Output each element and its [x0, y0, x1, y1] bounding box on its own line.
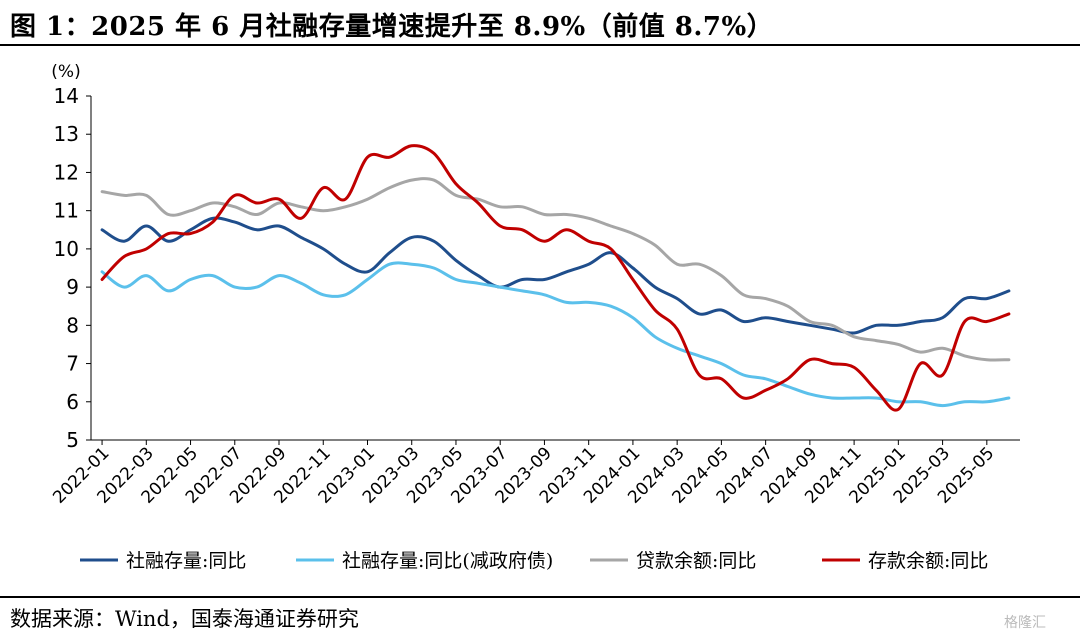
figure-title: 图 1：2025 年 6 月社融存量增速提升至 8.9%（前值 8.7%） [10, 12, 774, 42]
y-tick-label: 13 [54, 122, 79, 146]
source-note: 数据来源：Wind，国泰海通证券研究 [10, 607, 359, 631]
legend: 社融存量:同比 社融存量:同比(减政府债) 贷款余额:同比 存款余额:同比 [80, 550, 988, 572]
y-axis-label: (%) [51, 62, 80, 82]
series-lines [100, 144, 1011, 412]
y-tick-label: 10 [54, 237, 79, 261]
watermark: 格隆汇 [1004, 615, 1046, 631]
y-tick-label: 12 [54, 160, 79, 184]
series-line-3 [100, 177, 1011, 362]
y-tick-label: 14 [54, 84, 79, 108]
legend-label: 存款余额:同比 [868, 550, 988, 572]
axes: 5678910111213142022-012022-032022-052022… [49, 84, 1020, 508]
line-chart: (%) 5678910111213142022-012022-032022-05… [49, 62, 1020, 572]
top-rule [0, 44, 1080, 46]
y-tick-label: 6 [66, 390, 79, 414]
y-tick-label: 11 [54, 199, 79, 223]
y-tick-label: 8 [66, 313, 79, 337]
legend-label: 贷款余额:同比 [636, 550, 756, 572]
y-tick-label: 9 [66, 275, 79, 299]
series-line-2 [100, 261, 1011, 408]
legend-label: 社融存量:同比(减政府债) [342, 550, 553, 572]
legend-label: 社融存量:同比 [126, 550, 246, 572]
series-line-4 [100, 144, 1011, 412]
bottom-rule [0, 596, 1080, 598]
y-tick-label: 5 [66, 428, 79, 452]
y-tick-label: 7 [66, 352, 79, 376]
series-line-1 [100, 216, 1011, 335]
